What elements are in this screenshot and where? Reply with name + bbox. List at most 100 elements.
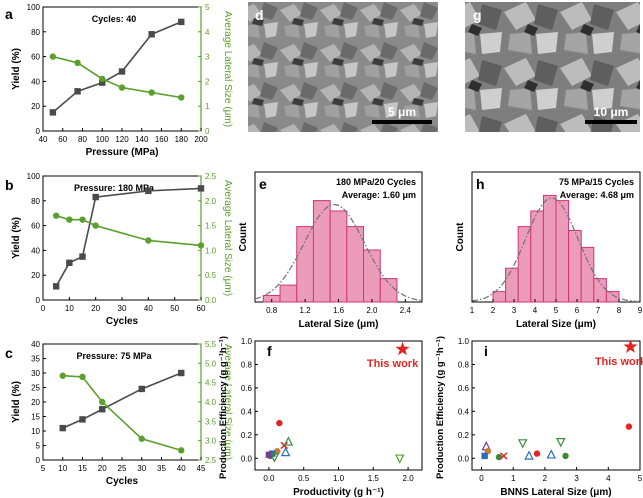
y-tick-label: 100 [27, 3, 41, 12]
x-tick-label: 1 [511, 474, 516, 483]
x-tick-label: 5 [554, 306, 559, 315]
x-axis-title: BNNS Lateral Size (μm) [500, 487, 611, 498]
sem-image-g: g 10 μm [465, 2, 640, 132]
x-tick-label: 80 [78, 135, 87, 144]
y2-tick-label: 3.0 [205, 437, 217, 446]
y-tick-label: 0 [36, 296, 41, 305]
x-tick-label: 2.4 [400, 306, 412, 315]
y-tick-label: 25 [31, 384, 40, 393]
scale-bar [372, 120, 432, 124]
y2-tick-label: 0.5 [205, 271, 217, 280]
panel-letter-i: i [484, 343, 488, 359]
y2-tick-label: 2.5 [205, 172, 217, 181]
x-tick-label: 1 [470, 306, 475, 315]
y-axis-title: Count [238, 222, 249, 252]
data-point [52, 212, 60, 219]
y-tick-label: 100 [27, 172, 41, 181]
y2-axis-title: Average Lateral Size (μm) [222, 180, 233, 296]
y-tick-label: 80 [31, 197, 40, 206]
histogram-bar [346, 226, 365, 303]
panel-letter-a: a [5, 6, 13, 22]
data-point [145, 237, 152, 244]
data-point [145, 187, 152, 195]
gaussian-fit-curve [471, 197, 641, 303]
data-point [178, 94, 185, 101]
histogram-bar [312, 200, 331, 303]
chart-annotation: 75 MPa/15 Cycles [559, 177, 634, 187]
data-point [481, 452, 488, 460]
histogram-bar [492, 291, 507, 303]
data-point [49, 53, 57, 60]
x-tick-label: 6 [575, 306, 580, 315]
data-point [99, 79, 106, 86]
series-line-yield [52, 21, 182, 114]
series-line-size [55, 214, 202, 247]
data-point [269, 453, 280, 463]
histogram-bar [605, 291, 620, 303]
panel-letter-f: f [267, 343, 272, 359]
x-tick-label: 50 [170, 304, 179, 313]
y2-tick-label: 5 [205, 3, 210, 12]
chart-annotation: 180 MPa/20 Cycles [336, 177, 416, 187]
x-tick-label: 5 [41, 464, 46, 473]
scale-bar-label: 5 μm [388, 105, 416, 119]
y2-tick-label: 2.0 [205, 197, 217, 206]
histogram-bar [555, 200, 570, 303]
data-point [52, 283, 60, 290]
data-point [178, 369, 185, 377]
data-point [280, 446, 291, 457]
this-work-label: This work [595, 356, 643, 368]
data-point [92, 222, 99, 229]
y2-tick-label: 3.5 [205, 417, 217, 426]
x-axis-title: Cycles [106, 316, 139, 327]
plot-frame [42, 343, 202, 461]
x-tick-label: 140 [135, 135, 149, 144]
data-point [118, 84, 126, 91]
x-tick-label: 0 [41, 304, 46, 313]
data-point [138, 435, 145, 442]
data-point [79, 416, 86, 423]
y-tick-label: 0.6 [241, 384, 253, 393]
histogram-bar [542, 194, 557, 303]
y-tick-label: 40 [31, 77, 40, 86]
data-point [555, 438, 566, 448]
x-tick-label: 30 [137, 464, 146, 473]
x-axis-title: Productivity (g h⁻¹) [293, 487, 384, 498]
plot-frame [471, 340, 641, 471]
y-tick-label: 20 [31, 102, 40, 111]
data-point [138, 385, 145, 393]
x-tick-label: 1.5 [368, 474, 380, 483]
x-tick-label: 40 [177, 464, 186, 473]
y-tick-label: 40 [31, 246, 40, 255]
x-tick-label: 0 [479, 474, 484, 483]
data-point [59, 424, 66, 432]
sem-image-d: d 5 μm [248, 2, 438, 132]
x-tick-label: 60 [58, 135, 67, 144]
chart-annotation: Cycles: 40 [92, 14, 137, 24]
y2-tick-label: 4.0 [205, 398, 217, 407]
x-tick-label: 0.8 [266, 306, 278, 315]
x-tick-label: 0.5 [298, 474, 310, 483]
y-tick-label: 80 [31, 28, 40, 37]
y-tick-label: 0.6 [458, 384, 470, 393]
data-point [533, 450, 541, 457]
x-tick-label: 30 [118, 304, 127, 313]
chart-i: 0 1 2 3 4 5 0.0 0.2 0.4 0.6 0.8 1.0 BNNS Lateral Siz… [435, 336, 643, 498]
data-point [178, 18, 185, 26]
y-axis-title: Count [455, 222, 466, 252]
y2-tick-label: 1.0 [205, 246, 217, 255]
y-tick-label: 0.8 [241, 360, 253, 369]
chart-f: 0.0 0.5 1.0 1.5 2.0 0.0 0.2 0.4 0.6 0.8 1.0 Product… [218, 336, 423, 498]
scale-bar [585, 120, 637, 124]
x-tick-label: 2 [543, 474, 548, 483]
x-tick-label: 20 [98, 464, 107, 473]
x-tick-label: 1.0 [333, 474, 345, 483]
panel-letter-h: h [476, 176, 485, 192]
series-line-yield [55, 187, 202, 287]
data-point [99, 398, 106, 406]
data-point [148, 89, 155, 96]
data-point [274, 448, 281, 455]
y-tick-label: 0 [36, 127, 41, 136]
y2-axis-title: Average Lateral Size (μm) [222, 344, 233, 460]
x-tick-label: 0.0 [263, 474, 275, 483]
